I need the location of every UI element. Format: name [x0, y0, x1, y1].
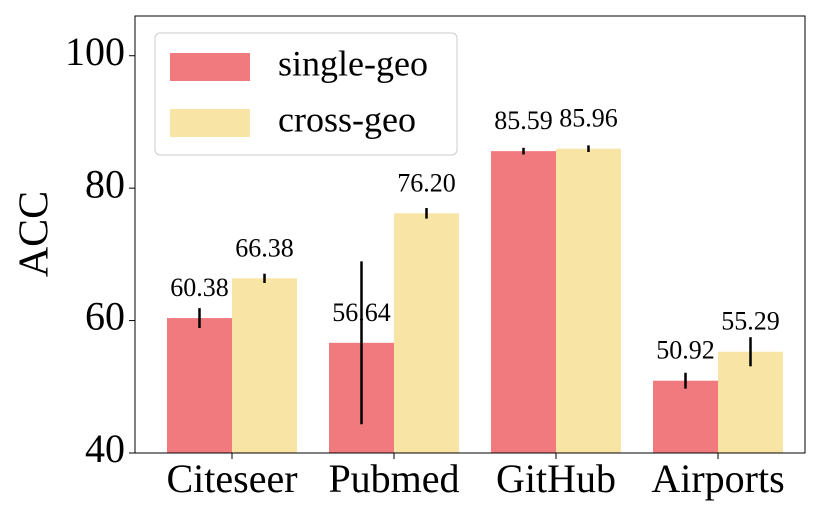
y-tick-label: 40 [85, 426, 125, 471]
bar [232, 278, 297, 453]
bar [556, 148, 621, 453]
bar [653, 380, 718, 453]
x-tick-label: Citeseer [166, 456, 297, 501]
x-tick-label: Airports [651, 456, 784, 501]
legend-label: cross-geo [278, 99, 416, 139]
bar [491, 151, 556, 453]
x-tick-label: Pubmed [328, 456, 459, 501]
legend-label: single-geo [278, 43, 428, 83]
value-label: 66.38 [235, 233, 294, 262]
legend-swatch [170, 109, 250, 137]
legend-swatch [170, 53, 250, 81]
x-tick-label: GitHub [496, 456, 616, 501]
y-axis-label: ACC [12, 191, 58, 277]
value-label: 76.20 [397, 168, 456, 197]
value-label: 60.38 [170, 273, 229, 302]
value-label: 85.59 [494, 106, 553, 135]
bar [394, 213, 459, 453]
y-tick-label: 100 [65, 29, 125, 74]
bar [167, 318, 232, 453]
y-tick-label: 80 [85, 161, 125, 206]
bar [718, 351, 783, 453]
value-label: 55.29 [721, 307, 780, 336]
value-label: 85.96 [559, 104, 618, 133]
axes-frame [134, 15, 806, 454]
value-label: 56.64 [332, 298, 391, 327]
y-tick-label: 60 [85, 294, 125, 339]
value-label: 50.92 [656, 336, 715, 365]
